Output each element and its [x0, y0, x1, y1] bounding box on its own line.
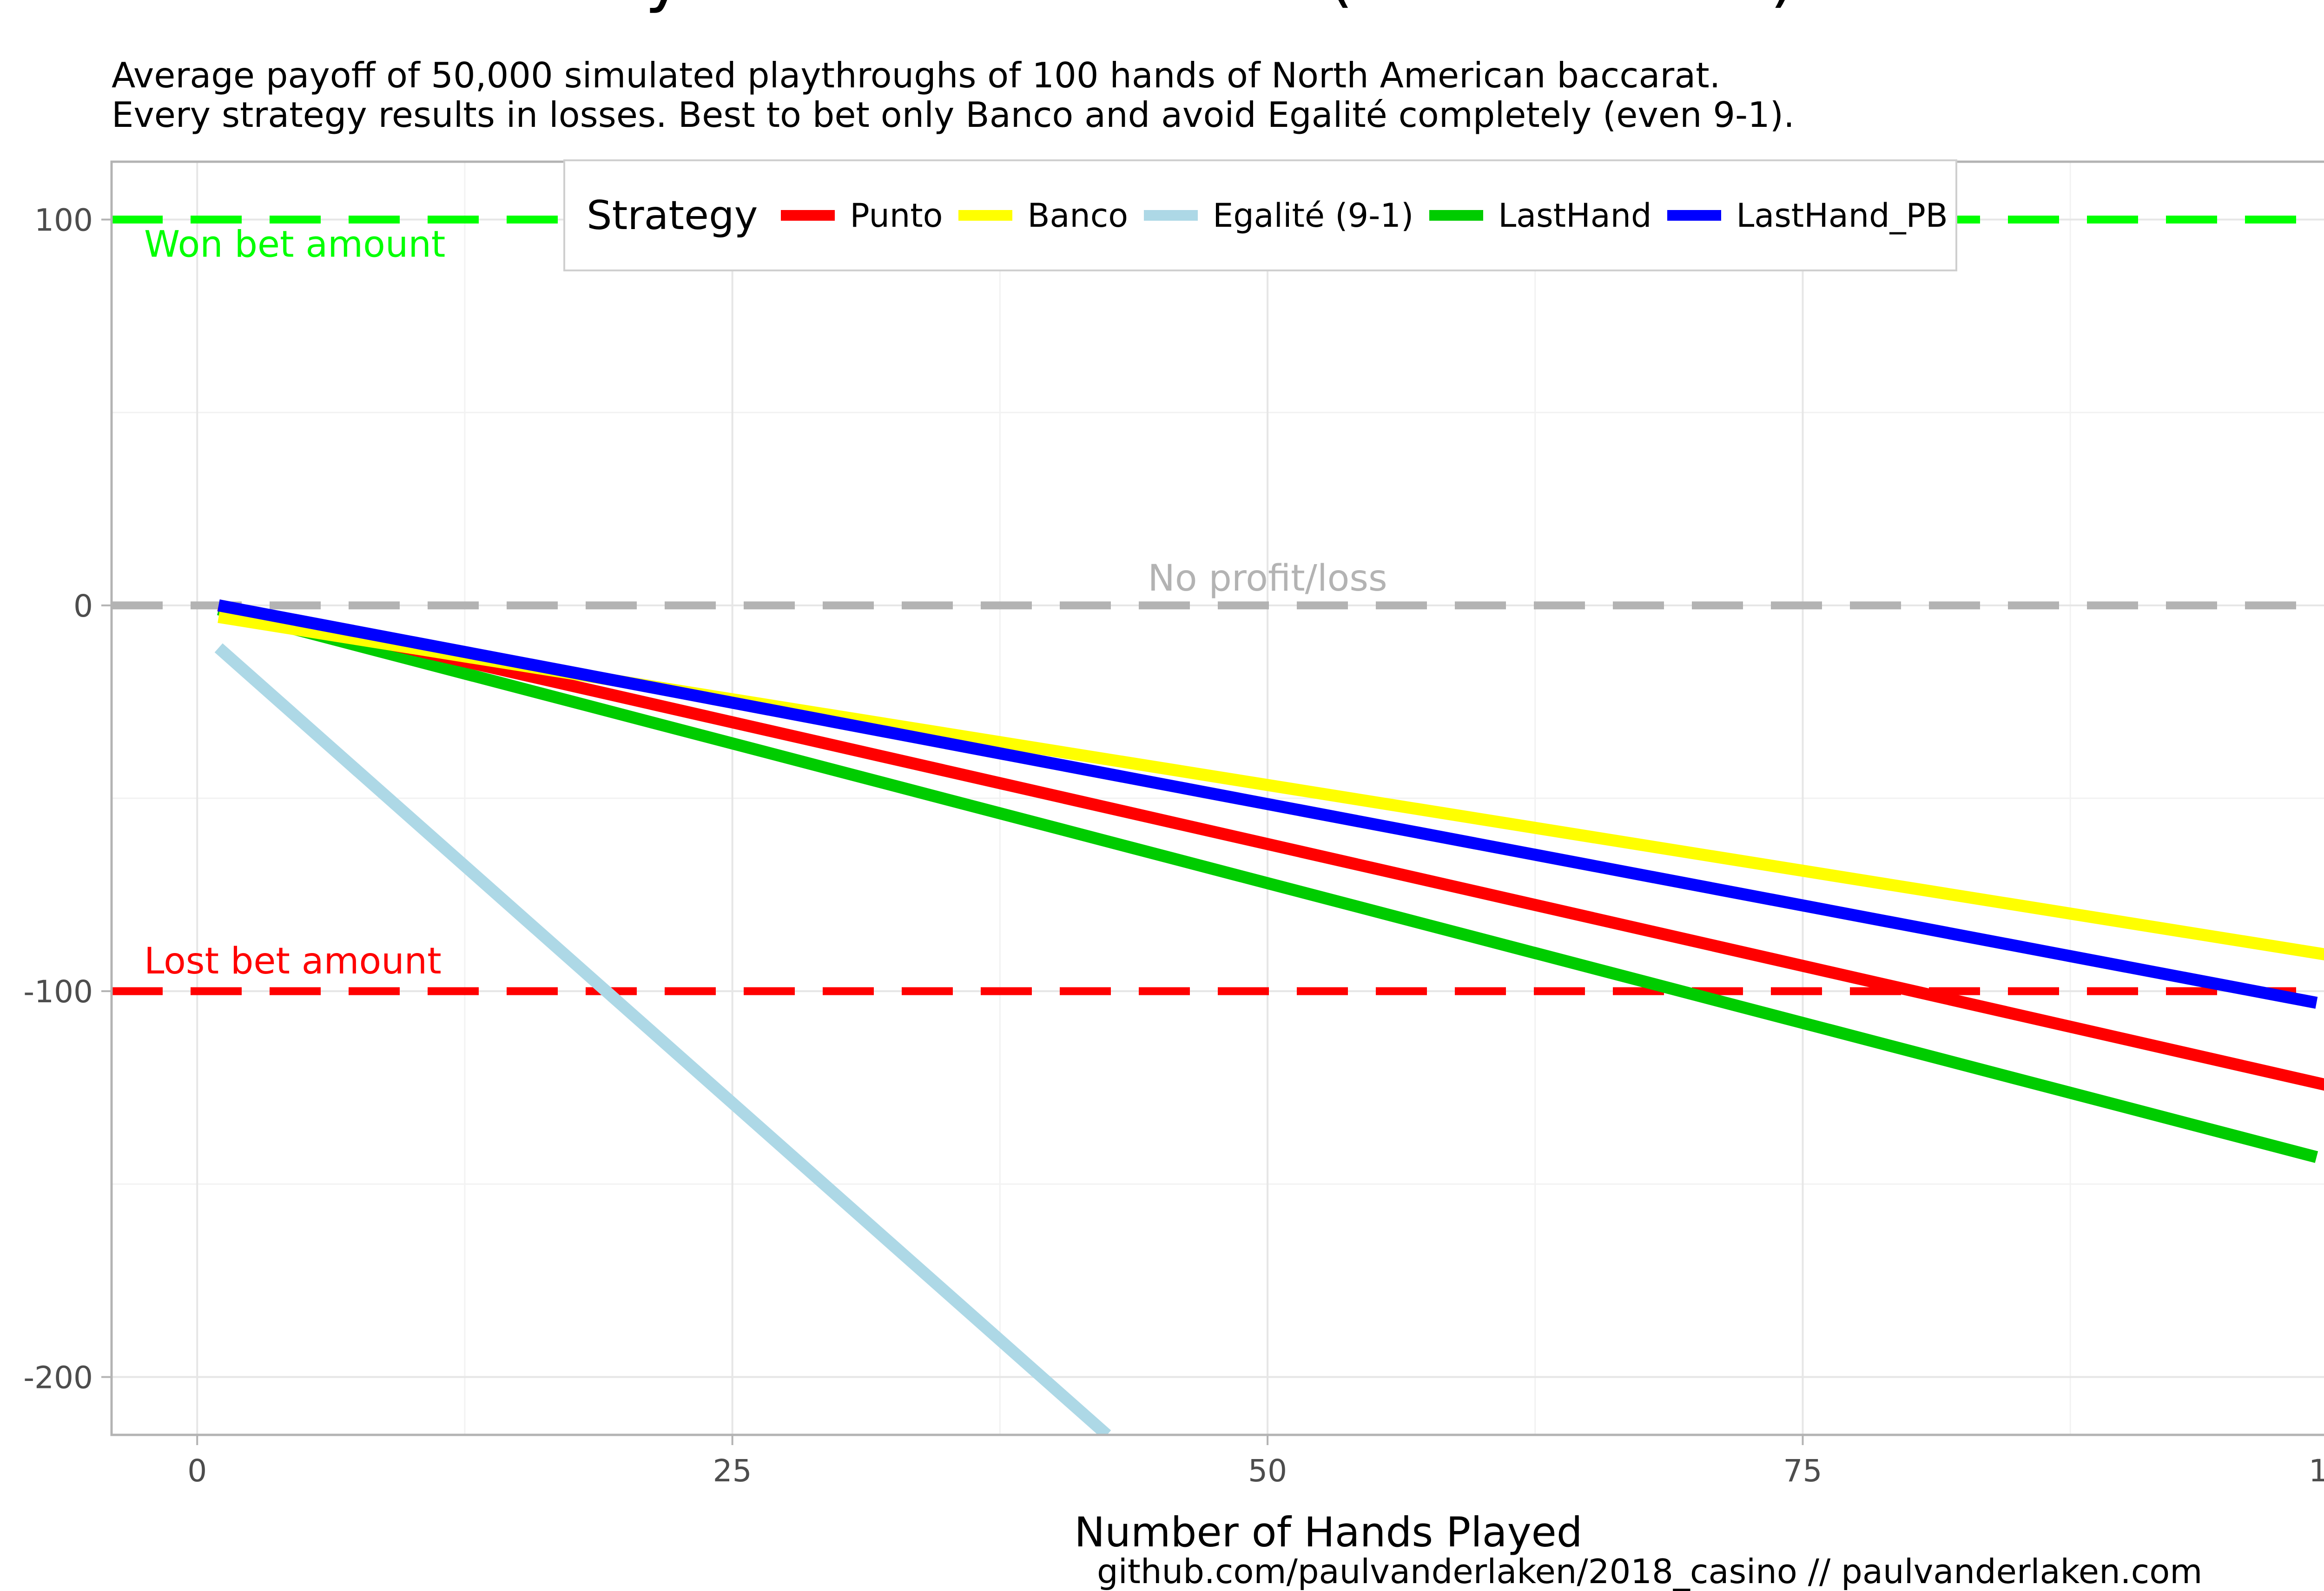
- legend-item-punto: Punto: [781, 197, 943, 235]
- legend-label-banco: Banco: [1027, 196, 1129, 235]
- legend: Strategy Punto Banco Egalité (9-1) LastH…: [563, 159, 1957, 271]
- series-line: [214, 643, 1111, 1435]
- x-tick-label: 75: [1783, 1453, 1822, 1489]
- legend-label-egalite: Egalité (9-1): [1213, 196, 1414, 235]
- legend-title: Strategy: [587, 192, 758, 239]
- series-line: [217, 599, 2318, 1009]
- legend-key-lasthand-pb: [1667, 210, 1722, 221]
- legend-item-lasthand: LastHand: [1429, 197, 1651, 235]
- reference-line-label: Won bet amount: [144, 224, 445, 266]
- chart-caption: github.com/paulvanderlaken/2018_casino /…: [1097, 1552, 2203, 1591]
- y-tick-label: -100: [23, 974, 93, 1010]
- series-line: [217, 603, 2318, 1163]
- chart-subtitle-line-2: Every strategy results in losses. Best t…: [112, 94, 1795, 135]
- y-tick-label: -200: [23, 1360, 93, 1395]
- x-axis-title: Number of Hands Played: [1074, 1508, 1582, 1556]
- legend-item-lasthand-pb: LastHand_PB: [1667, 197, 1948, 235]
- legend-key-egalite: [1144, 210, 1198, 221]
- reference-line-label: No profit/loss: [1148, 558, 1387, 599]
- legend-label-lasthand-pb: LastHand_PB: [1736, 196, 1948, 235]
- x-tick-label: 25: [713, 1453, 752, 1489]
- legend-label-lasthand: LastHand: [1498, 196, 1652, 235]
- y-tick-label: 0: [73, 588, 93, 624]
- legend-label-punto: Punto: [850, 196, 943, 235]
- legend-key-banco: [958, 210, 1013, 221]
- reference-line-label: Lost bet amount: [144, 940, 442, 982]
- legend-item-banco: Banco: [958, 197, 1128, 235]
- legend-key-lasthand: [1429, 210, 1484, 221]
- legend-key-punto: [781, 210, 835, 221]
- legend-item-egalite: Egalité (9-1): [1144, 197, 1413, 235]
- chart-subtitle-line-1: Average payoff of 50,000 simulated playt…: [112, 55, 1721, 96]
- y-tick-label: 100: [34, 203, 93, 238]
- x-tick-label: 100: [2309, 1453, 2324, 1489]
- x-tick-label: 50: [1248, 1453, 1287, 1489]
- chart-title: The House Always Wins At Baccarat (Punto…: [112, 0, 1796, 15]
- series-line: [217, 599, 2324, 1091]
- x-tick-label: 0: [187, 1453, 207, 1489]
